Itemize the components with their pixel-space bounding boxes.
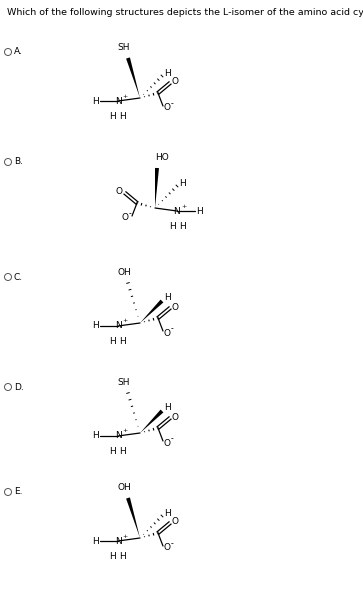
Polygon shape [126, 57, 140, 98]
Text: H: H [120, 112, 126, 121]
Text: H: H [164, 508, 171, 517]
Text: H: H [92, 432, 99, 441]
Text: HO: HO [155, 153, 169, 162]
Text: H: H [109, 447, 115, 456]
Text: O: O [164, 103, 171, 112]
Text: H: H [109, 552, 115, 561]
Text: H: H [164, 294, 171, 303]
Polygon shape [155, 168, 159, 208]
Text: H: H [180, 222, 186, 231]
Text: OH: OH [117, 268, 131, 277]
Text: H: H [109, 112, 115, 121]
Text: -: - [129, 209, 132, 218]
Text: O: O [122, 213, 129, 222]
Text: O: O [164, 438, 171, 447]
Text: H: H [120, 552, 126, 561]
Text: +: + [122, 319, 127, 324]
Text: H: H [92, 96, 99, 105]
Polygon shape [126, 498, 140, 538]
Text: -: - [171, 99, 174, 108]
Text: N: N [115, 432, 121, 441]
Text: -: - [171, 539, 174, 548]
Text: +: + [122, 429, 127, 434]
Text: N: N [115, 96, 121, 105]
Text: O: O [172, 413, 179, 422]
Text: O: O [172, 78, 179, 87]
Text: SH: SH [118, 43, 130, 52]
Text: O: O [172, 517, 179, 526]
Text: H: H [164, 404, 171, 413]
Text: +: + [181, 203, 186, 209]
Text: H: H [164, 69, 171, 78]
Text: H: H [120, 337, 126, 346]
Polygon shape [140, 410, 163, 433]
Text: +: + [122, 533, 127, 539]
Text: C.: C. [14, 273, 23, 282]
Text: E.: E. [14, 487, 23, 496]
Text: B.: B. [14, 157, 23, 166]
Text: H: H [120, 447, 126, 456]
Text: +: + [122, 93, 127, 99]
Text: N: N [174, 206, 180, 215]
Text: N: N [115, 322, 121, 331]
Text: H: H [196, 206, 203, 215]
Text: H: H [169, 222, 175, 231]
Text: O: O [115, 188, 122, 197]
Text: H: H [109, 337, 115, 346]
Text: D.: D. [14, 383, 24, 392]
Text: Which of the following structures depicts the L-isomer of the amino acid cystein: Which of the following structures depict… [7, 8, 363, 17]
Text: H: H [92, 322, 99, 331]
Polygon shape [140, 300, 163, 323]
Text: -: - [171, 435, 174, 444]
Text: H: H [179, 178, 186, 188]
Text: H: H [92, 536, 99, 545]
Text: O: O [164, 544, 171, 553]
Text: SH: SH [118, 378, 130, 387]
Text: OH: OH [117, 483, 131, 492]
Text: O: O [172, 303, 179, 312]
Text: N: N [115, 536, 121, 545]
Text: O: O [164, 328, 171, 337]
Text: -: - [171, 325, 174, 334]
Text: A.: A. [14, 47, 23, 56]
